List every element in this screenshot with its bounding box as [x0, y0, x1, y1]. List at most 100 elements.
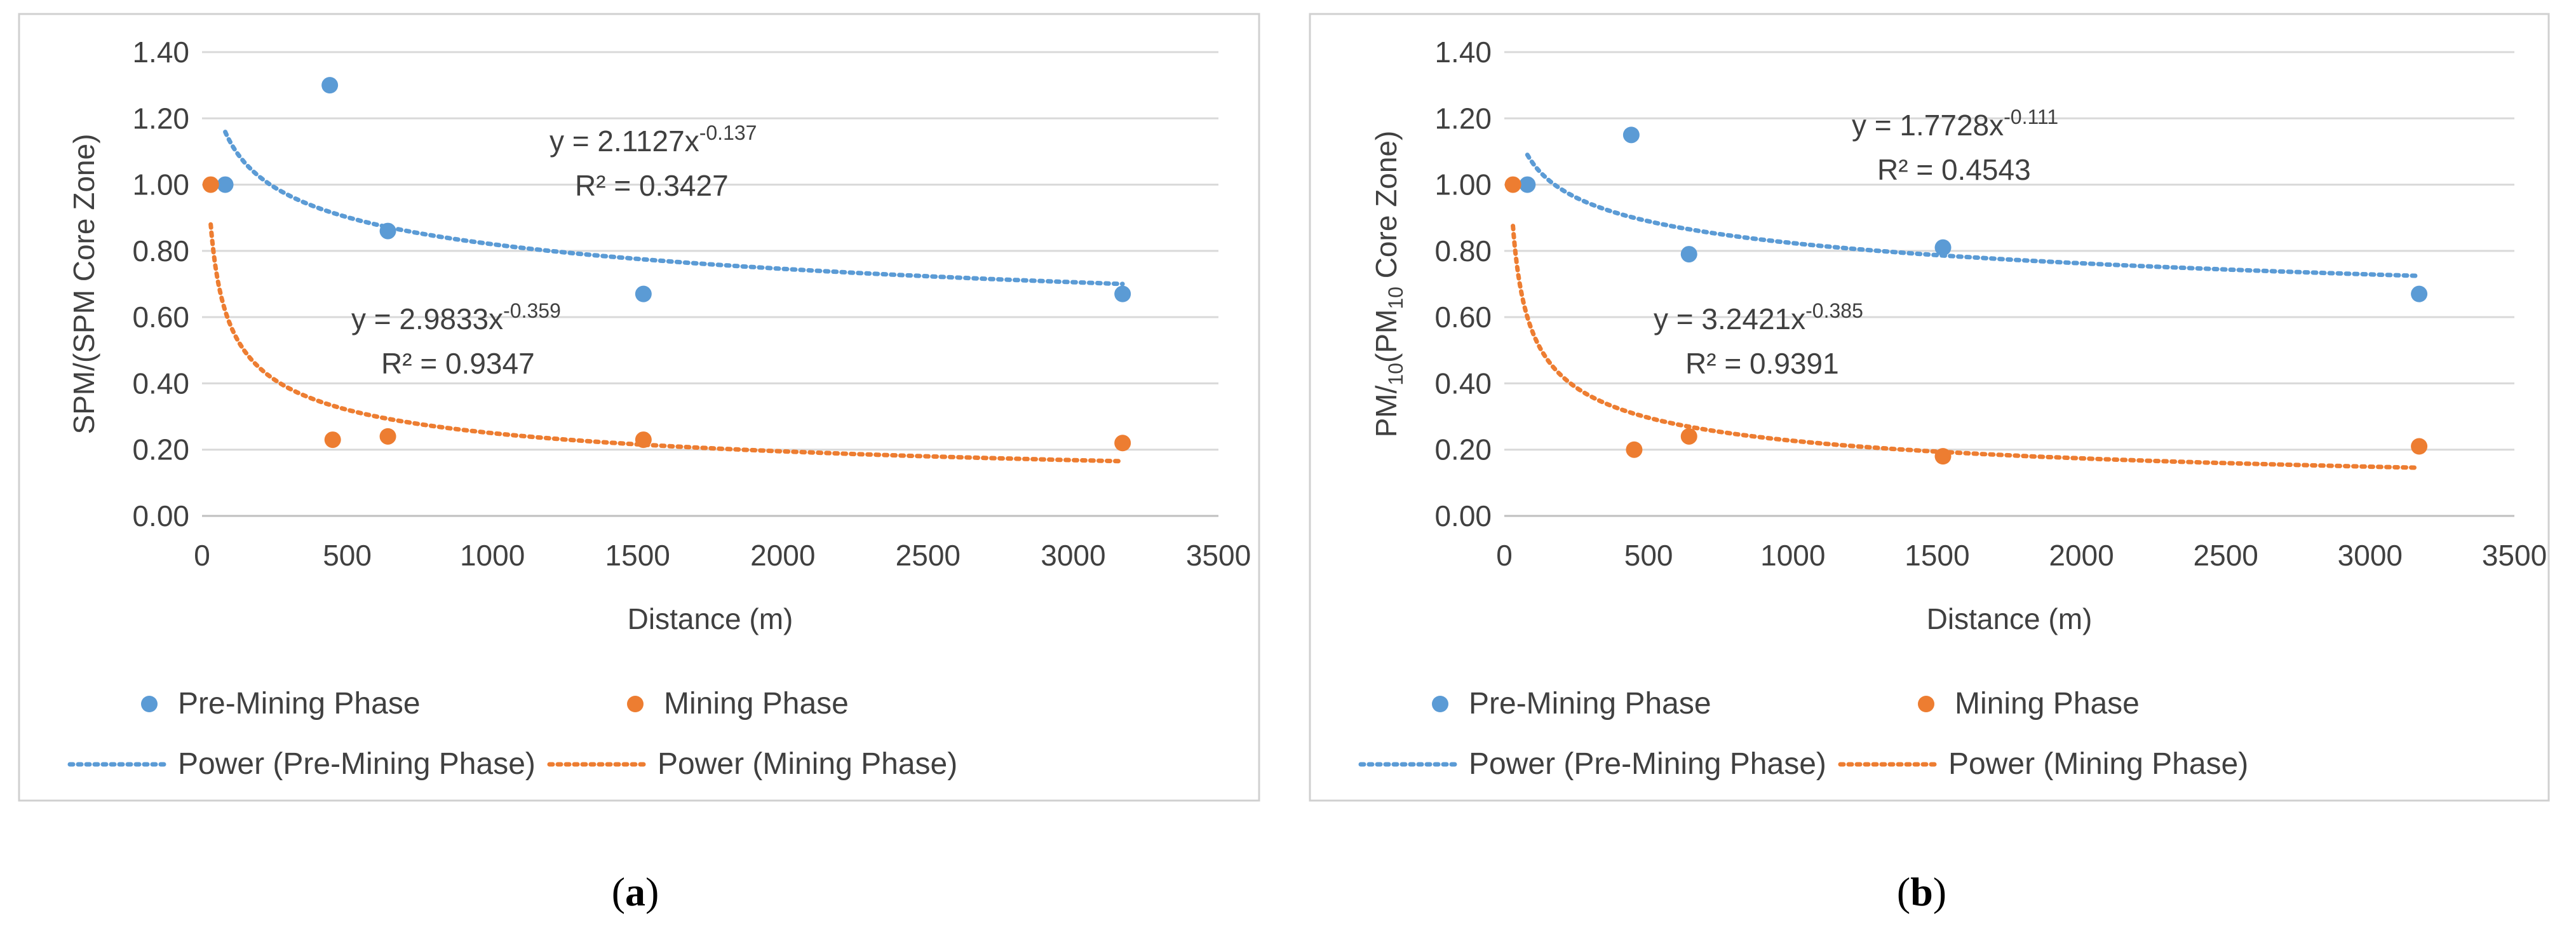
chart-panel-a: 0.00 0.20 0.40 0.60 0.80 1.00 1.20 1.40 0 500 1000…: [18, 13, 1260, 802]
trendline-equation: y = 2.1127x-0.137: [550, 121, 757, 158]
caption-letter: b: [1910, 869, 1933, 914]
equation-base: y = 1.7728x: [1852, 109, 2004, 142]
x-tick-label: 3500: [1186, 539, 1251, 572]
y-axis-title-part: (PM: [1370, 309, 1403, 363]
caption-letter: a: [625, 869, 645, 914]
equation-exponent: -0.359: [503, 299, 561, 322]
x-tick-label: 1500: [1905, 539, 1969, 572]
point-pre-mining: [1680, 246, 1697, 263]
trendline-r-squared: R² = 0.9347: [381, 347, 535, 380]
legend-label: Power (Mining Phase): [657, 747, 957, 781]
y-tick-label: 0.40: [132, 367, 189, 400]
y-tick-label: 1.20: [1434, 102, 1492, 135]
point-pre-mining: [321, 77, 339, 94]
x-tick-label: 0: [194, 539, 210, 572]
equation-exponent: -0.137: [699, 121, 757, 144]
x-axis-title: Distance (m): [1927, 602, 2093, 635]
point-pre-mining: [1934, 239, 1952, 256]
chart-panel-b: 0.00 0.20 0.40 0.60 0.80 1.00 1.20 1.40 0 500 1000…: [1309, 13, 2550, 802]
trendline-pre-mining: [1525, 152, 2422, 278]
x-tick-label: 2500: [2194, 539, 2258, 572]
x-tick-label: 3500: [2482, 539, 2547, 572]
y-tick-label: 1.40: [132, 36, 189, 69]
x-axis-title: Distance (m): [628, 602, 793, 635]
legend-item-pre-mining: Pre-Mining Phase: [1432, 687, 1711, 721]
point-mining: [1114, 435, 1131, 452]
chart-frame: [1309, 13, 2550, 802]
point-mining: [324, 431, 341, 449]
y-tick-label: 0.00: [132, 499, 189, 532]
legend-label: Power (Pre-Mining Phase): [178, 747, 536, 781]
x-tick-label: 500: [323, 539, 372, 572]
equation-base: y = 3.2421x: [1654, 302, 1805, 335]
x-tick-label: 1500: [605, 539, 670, 572]
x-tick-label: 1000: [460, 539, 525, 572]
legend-item-power-mining: Power (Mining Phase): [1838, 747, 2248, 781]
trendline-pre-mining: [223, 130, 1125, 287]
y-axis-title: SPM/(SPM Core Zone): [67, 134, 100, 435]
y-tick-label: 1.00: [132, 168, 189, 201]
legend-item-power-mining: Power (Mining Phase): [547, 747, 957, 781]
y-axis-title-part: PM/: [1370, 385, 1403, 437]
panel-caption: (b): [1897, 869, 1946, 914]
point-pre-mining: [1519, 176, 1536, 193]
point-mining: [1680, 428, 1697, 445]
legend-label: Power (Mining Phase): [1948, 747, 2248, 781]
point-pre-mining: [2411, 285, 2428, 302]
legend-marker: [627, 696, 644, 712]
trendline-equation: y = 2.9833x-0.359: [351, 299, 561, 335]
point-mining: [379, 428, 396, 445]
legend-item-mining: Mining Phase: [1918, 687, 2140, 721]
trendline-r-squared: R² = 0.3427: [575, 169, 729, 202]
point-mining: [1934, 448, 1952, 465]
y-tick-label: 0.60: [1434, 301, 1492, 334]
point-mining: [1626, 441, 1643, 458]
point-pre-mining: [1622, 126, 1640, 144]
y-axis-title-subscript: 10: [1384, 287, 1407, 309]
caption-open-paren: (: [612, 869, 625, 914]
trendline-equation: y = 1.7728x-0.111: [1852, 105, 2058, 142]
y-tick-label: 1.00: [1434, 168, 1492, 201]
y-tick-label: 0.40: [1434, 367, 1492, 400]
legend-label: Mining Phase: [664, 687, 849, 721]
y-tick-label: 0.00: [1434, 499, 1492, 532]
chart-frame: [18, 13, 1260, 802]
y-tick-label: 0.20: [132, 433, 189, 466]
x-tick-label: 1000: [1760, 539, 1825, 572]
y-axis-title: PM/10(PM10 Core Zone): [1370, 131, 1407, 438]
point-mining: [2411, 438, 2428, 455]
equation-exponent: -0.111: [2004, 105, 2058, 128]
y-axis-title-part: Core Zone): [1370, 131, 1403, 287]
y-tick-label: 0.80: [132, 234, 189, 267]
equation-base: y = 2.9833x: [351, 302, 503, 335]
point-pre-mining: [1114, 285, 1131, 302]
point-mining: [202, 176, 219, 193]
legend-marker: [141, 696, 158, 712]
panel-caption: (a): [612, 869, 659, 914]
x-tick-label: 0: [1496, 539, 1513, 572]
equation-exponent: -0.385: [1805, 299, 1863, 322]
y-tick-label: 0.80: [1434, 234, 1492, 267]
legend-item-mining: Mining Phase: [627, 687, 849, 721]
point-mining: [635, 431, 652, 449]
legend-label: Pre-Mining Phase: [1469, 687, 1711, 721]
legend-item-power-pre-mining: Power (Pre-Mining Phase): [67, 747, 536, 781]
trendline-equation: y = 3.2421x-0.385: [1654, 299, 1863, 335]
caption-close-paren: ): [645, 869, 659, 914]
caption-close-paren: ): [1933, 869, 1946, 914]
x-tick-label: 500: [1624, 539, 1673, 572]
y-tick-label: 1.40: [1434, 36, 1492, 69]
legend-marker: [1918, 696, 1934, 712]
trendline-r-squared: R² = 0.4543: [1877, 153, 2031, 186]
point-pre-mining: [635, 285, 652, 302]
caption-open-paren: (: [1897, 869, 1910, 914]
legend-item-pre-mining: Pre-Mining Phase: [141, 687, 421, 721]
point-pre-mining: [379, 222, 396, 240]
point-mining: [1504, 176, 1521, 193]
y-tick-label: 0.60: [132, 301, 189, 334]
x-tick-label: 2000: [750, 539, 815, 572]
x-tick-label: 2500: [896, 539, 961, 572]
x-tick-label: 3000: [2338, 539, 2403, 572]
equation-base: y = 2.1127x: [550, 125, 699, 158]
y-axis-title-subscript: 10: [1384, 363, 1407, 386]
